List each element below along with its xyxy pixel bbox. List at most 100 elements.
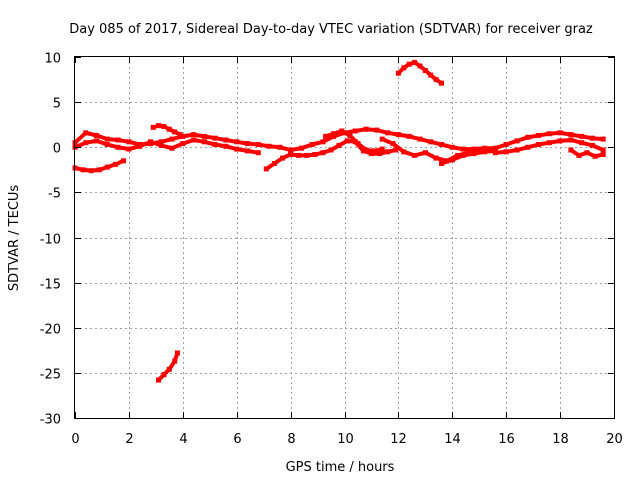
data-point (339, 128, 345, 134)
x-axis-label: GPS time / hours (286, 460, 395, 475)
series-track-4 (150, 123, 183, 138)
data-point (401, 149, 407, 155)
data-points (72, 59, 606, 383)
grid (75, 57, 614, 418)
data-point (592, 153, 598, 159)
data-point (352, 128, 358, 134)
data-point (568, 137, 574, 143)
data-point (126, 146, 132, 152)
data-point (180, 133, 186, 139)
data-point (433, 155, 439, 161)
data-point (568, 132, 574, 138)
data-point (158, 139, 164, 145)
data-point (180, 141, 186, 147)
data-point (379, 136, 385, 142)
data-point (393, 147, 399, 153)
data-point (312, 152, 318, 157)
data-point (277, 144, 283, 150)
data-point (600, 147, 606, 153)
x-tick-label: 6 (233, 432, 241, 447)
data-point (320, 139, 326, 145)
data-point (255, 142, 261, 147)
data-point (94, 133, 100, 138)
data-point (514, 147, 520, 153)
data-point (439, 80, 444, 86)
data-point (344, 138, 350, 144)
x-tick-label: 8 (287, 432, 295, 447)
tick-labels: 0 2 4 6 8 10 12 14 16 18 20 10 5 0 -5 -10 -15 -20 -25 -30 (40, 52, 623, 448)
data-point (161, 124, 167, 129)
data-point (234, 139, 240, 145)
y-tick-label: 0 (53, 142, 61, 157)
x-tick-label: 12 (390, 432, 407, 447)
data-point (401, 65, 407, 71)
data-point (150, 124, 156, 130)
data-point (385, 130, 391, 136)
data-point (460, 152, 466, 158)
data-point (104, 164, 110, 170)
y-tick-label: 10 (44, 52, 61, 67)
data-point (439, 161, 444, 166)
data-point (174, 350, 180, 356)
data-point (428, 139, 434, 145)
data-point (584, 150, 590, 156)
data-point (172, 129, 178, 135)
data-point (455, 152, 461, 158)
data-point (112, 161, 118, 167)
data-point (579, 140, 585, 146)
data-point (191, 137, 197, 143)
data-point (158, 142, 164, 148)
data-point (296, 152, 302, 158)
data-point (579, 133, 585, 139)
data-point (166, 366, 172, 372)
data-point (169, 145, 175, 151)
data-point (589, 142, 595, 148)
y-tick-label: -25 (40, 368, 61, 383)
series-track-11 (492, 137, 606, 156)
data-point (94, 138, 100, 144)
data-point (417, 136, 423, 142)
y-tick-label: -20 (40, 323, 61, 338)
data-point (271, 161, 277, 166)
data-point (245, 141, 250, 147)
data-point (503, 142, 509, 147)
data-point (137, 143, 143, 149)
data-point (363, 147, 369, 153)
data-point (449, 144, 455, 150)
series-track-2 (72, 137, 261, 156)
data-point (395, 70, 401, 76)
data-point (433, 77, 439, 83)
data-point (422, 150, 428, 156)
x-tick-label: 0 (71, 432, 79, 447)
y-tick-label: -10 (40, 233, 61, 248)
data-point (172, 358, 178, 364)
data-point (161, 372, 167, 378)
data-point (280, 155, 285, 161)
data-point (546, 140, 552, 146)
data-point (557, 130, 563, 136)
data-point (304, 152, 310, 158)
x-tick-label: 14 (444, 432, 461, 447)
data-point (263, 166, 269, 172)
x-tick-label: 2 (125, 432, 133, 447)
data-point (288, 152, 294, 157)
data-point (385, 149, 391, 155)
data-point (406, 61, 412, 67)
data-point (115, 137, 121, 143)
data-point (536, 142, 541, 147)
data-point (412, 59, 418, 65)
data-point (212, 142, 218, 147)
data-point (96, 167, 102, 173)
series-line (264, 138, 398, 171)
data-point (328, 147, 334, 153)
data-point (589, 135, 595, 141)
data-point (331, 133, 337, 139)
data-point (417, 63, 423, 69)
data-point (525, 144, 531, 150)
data-point (422, 68, 428, 73)
data-point (191, 132, 197, 138)
data-point (379, 146, 385, 152)
data-point (212, 135, 218, 141)
data-point (223, 137, 229, 143)
data-point (288, 147, 294, 153)
